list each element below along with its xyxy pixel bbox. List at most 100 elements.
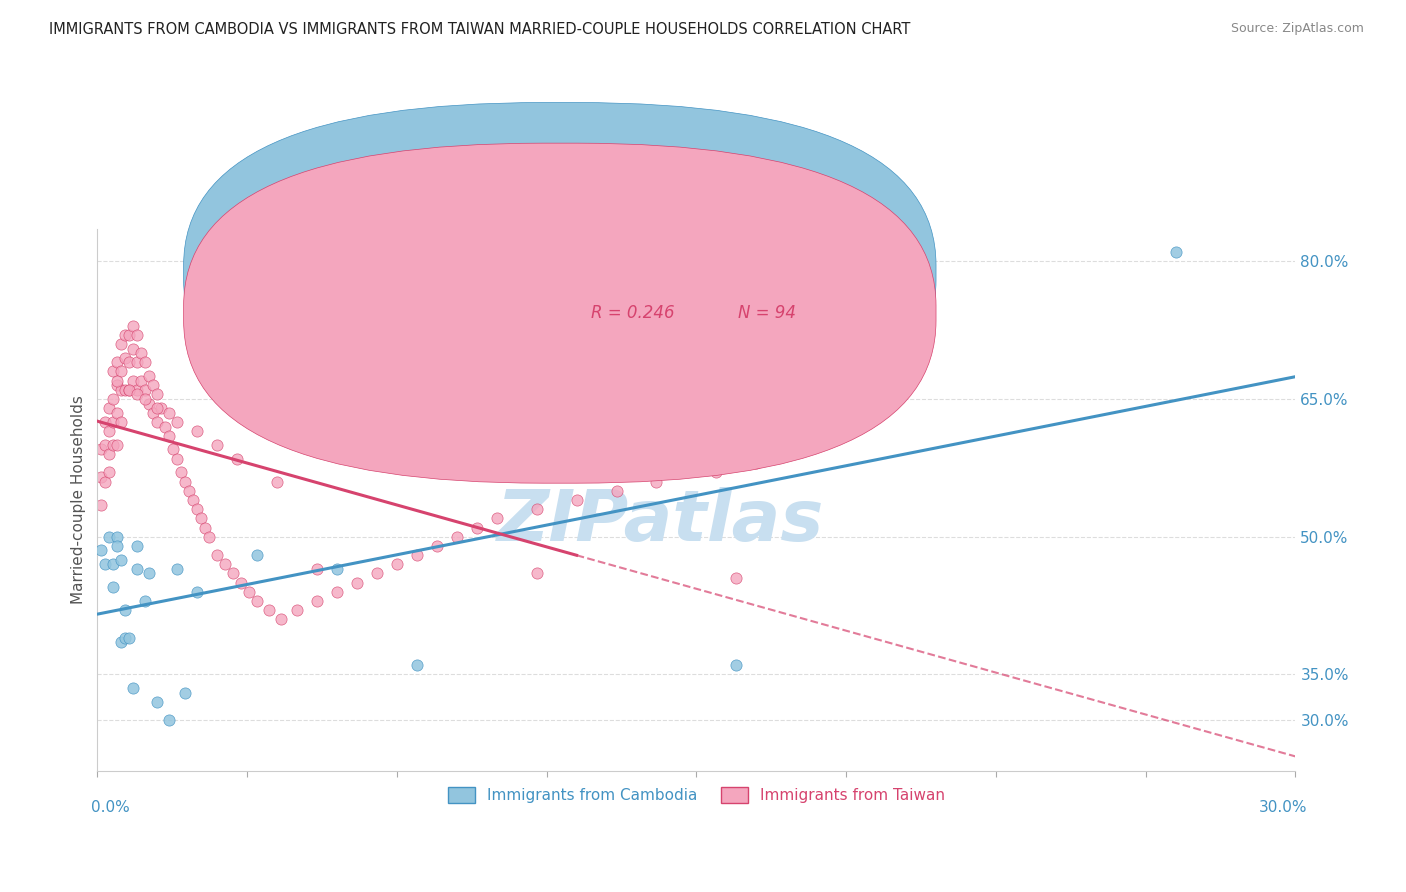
Point xyxy=(110,364,132,378)
Point xyxy=(110,635,132,649)
Point xyxy=(725,571,748,585)
Point xyxy=(105,355,128,369)
Point xyxy=(157,428,180,442)
Point xyxy=(205,548,228,562)
Point xyxy=(426,539,449,553)
Point xyxy=(118,383,141,397)
Point xyxy=(266,475,288,489)
Point xyxy=(305,562,328,576)
Point xyxy=(238,584,260,599)
Point xyxy=(606,483,628,498)
Point xyxy=(166,562,188,576)
Point xyxy=(134,383,156,397)
Point xyxy=(326,584,349,599)
Point xyxy=(90,470,112,484)
Point xyxy=(146,401,169,416)
Text: ZIPatlas: ZIPatlas xyxy=(496,487,824,556)
Point xyxy=(94,558,117,572)
Point xyxy=(103,415,125,429)
Point xyxy=(166,415,188,429)
Point xyxy=(138,396,160,410)
Point xyxy=(305,594,328,608)
Point xyxy=(98,466,121,480)
Point xyxy=(118,327,141,342)
Point xyxy=(98,530,121,544)
Point xyxy=(118,355,141,369)
Point xyxy=(186,424,208,438)
Point xyxy=(214,558,236,572)
Point xyxy=(706,466,728,480)
Point xyxy=(103,580,125,594)
Point xyxy=(246,594,269,608)
Point xyxy=(179,483,201,498)
Point xyxy=(346,575,368,590)
Point xyxy=(94,438,117,452)
Point xyxy=(134,392,156,406)
Point xyxy=(94,415,117,429)
Point xyxy=(103,438,125,452)
Point xyxy=(190,511,212,525)
Point xyxy=(174,475,197,489)
Point xyxy=(150,401,173,416)
Text: 0.0%: 0.0% xyxy=(91,800,131,815)
Point xyxy=(162,442,184,457)
Point xyxy=(146,695,169,709)
Text: Source: ZipAtlas.com: Source: ZipAtlas.com xyxy=(1230,22,1364,36)
Point xyxy=(103,392,125,406)
Point xyxy=(205,438,228,452)
Point xyxy=(110,415,132,429)
Point xyxy=(94,475,117,489)
Point xyxy=(114,603,136,617)
Point xyxy=(385,558,408,572)
Point xyxy=(110,552,132,566)
Point xyxy=(446,530,468,544)
Point xyxy=(105,406,128,420)
Y-axis label: Married-couple Households: Married-couple Households xyxy=(72,395,86,605)
Point xyxy=(170,466,193,480)
Point xyxy=(122,318,145,333)
Point xyxy=(246,548,269,562)
Point xyxy=(226,451,249,466)
Point xyxy=(114,631,136,645)
Point xyxy=(526,502,548,516)
Point xyxy=(110,337,132,351)
Point xyxy=(285,603,308,617)
Point xyxy=(122,342,145,356)
Point xyxy=(142,406,165,420)
Point xyxy=(174,686,197,700)
Point xyxy=(90,498,112,512)
Point xyxy=(127,562,149,576)
Point xyxy=(565,493,588,508)
Point xyxy=(122,374,145,388)
Point xyxy=(157,713,180,727)
Point xyxy=(127,355,149,369)
Legend: Immigrants from Cambodia, Immigrants from Taiwan: Immigrants from Cambodia, Immigrants fro… xyxy=(441,780,952,809)
Point xyxy=(90,543,112,558)
Point xyxy=(405,548,427,562)
Point xyxy=(103,364,125,378)
Point xyxy=(105,438,128,452)
Point xyxy=(222,566,245,581)
Point xyxy=(114,327,136,342)
Point xyxy=(146,387,169,401)
Point xyxy=(526,566,548,581)
Point xyxy=(142,378,165,392)
Point xyxy=(181,493,204,508)
Point xyxy=(105,378,128,392)
FancyBboxPatch shape xyxy=(184,143,936,483)
Point xyxy=(146,415,169,429)
Point xyxy=(127,539,149,553)
Point xyxy=(98,401,121,416)
Point xyxy=(118,383,141,397)
Point xyxy=(745,456,768,470)
Point xyxy=(326,562,349,576)
Point xyxy=(194,520,217,534)
Point xyxy=(103,558,125,572)
Point xyxy=(725,658,748,673)
Point xyxy=(186,584,208,599)
Point xyxy=(98,424,121,438)
FancyBboxPatch shape xyxy=(523,240,870,340)
Point xyxy=(118,631,141,645)
Point xyxy=(114,383,136,397)
Text: N = 27: N = 27 xyxy=(738,263,796,282)
